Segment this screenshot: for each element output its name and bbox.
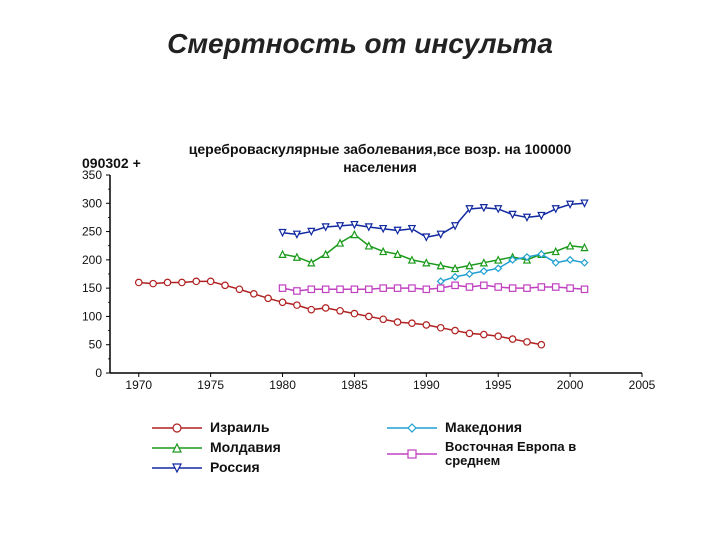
svg-text:350: 350 [82, 168, 102, 182]
svg-text:150: 150 [82, 281, 102, 295]
svg-text:1975: 1975 [197, 378, 224, 392]
svg-text:250: 250 [82, 225, 102, 239]
legend-item-eastern_europe_avg: Восточная Европа в среднем [385, 440, 605, 469]
legend-item-russia: Россия [150, 460, 260, 475]
svg-text:200: 200 [82, 253, 102, 267]
svg-text:50: 50 [89, 338, 103, 352]
legend-label: Молдавия [210, 440, 281, 455]
legend-item-israel: Израиль [150, 420, 269, 435]
svg-text:2000: 2000 [557, 378, 584, 392]
legend-item-moldavia: Молдавия [150, 440, 281, 455]
series-eastern_europe_avg [279, 282, 587, 294]
line-chart: 0501001502002503003501970197519801985199… [82, 175, 642, 390]
svg-text:1980: 1980 [269, 378, 296, 392]
svg-text:1970: 1970 [125, 378, 152, 392]
svg-text:100: 100 [82, 309, 102, 323]
legend-item-macedonia: Македония [385, 420, 522, 435]
svg-text:1995: 1995 [485, 378, 512, 392]
legend-label: Россия [210, 460, 260, 475]
svg-text:0: 0 [95, 366, 102, 380]
legend-label: Восточная Европа в среднем [445, 440, 605, 469]
page-title: Смертность от инсульта [0, 28, 720, 60]
legend: Израиль Молдавия Россия Македония Восточная … [150, 420, 630, 510]
chart-subtitle: цереброваскулярные заболевания,все возр.… [160, 140, 600, 176]
svg-text:1985: 1985 [341, 378, 368, 392]
svg-text:2005: 2005 [629, 378, 656, 392]
svg-text:1990: 1990 [413, 378, 440, 392]
svg-text:300: 300 [82, 196, 102, 210]
legend-label: Израиль [210, 420, 269, 435]
series-russia [279, 200, 587, 240]
legend-label: Македония [445, 420, 522, 435]
